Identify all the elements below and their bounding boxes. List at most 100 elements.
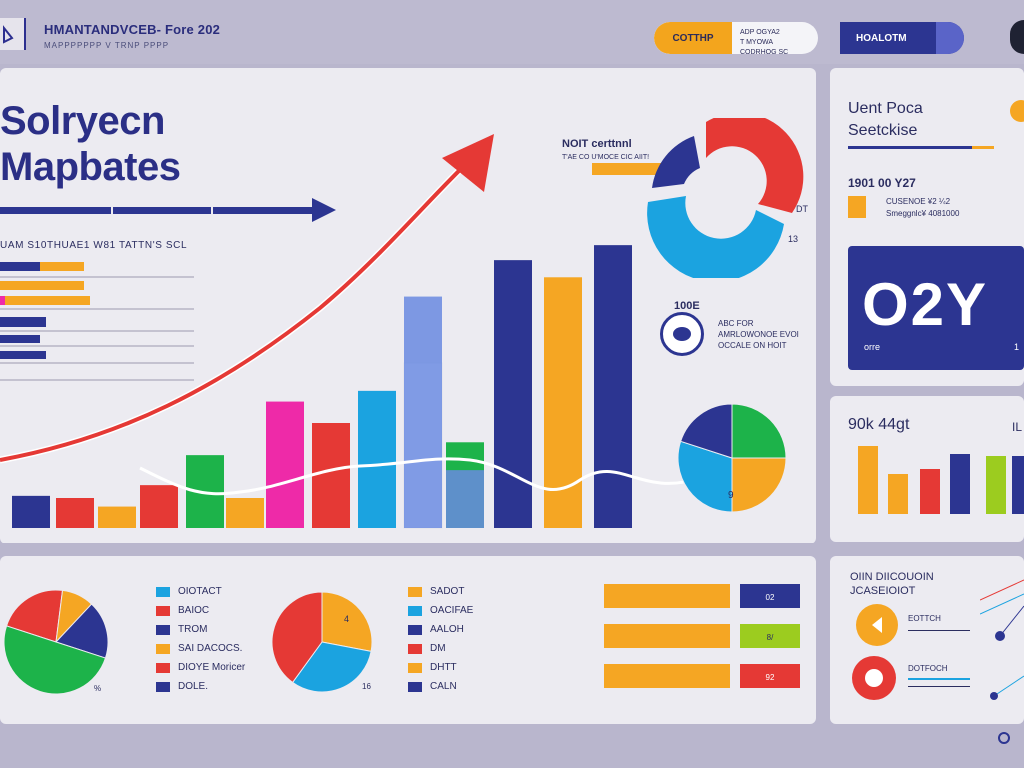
donut-value-2: 13 [788,234,798,244]
pie2-value: 4 [344,614,350,624]
right-bar-chart [858,446,1024,514]
legend-label: AALOH [430,624,464,635]
legend-item[interactable]: AALOH [408,624,464,635]
legend-label: SADOT [430,586,465,597]
app-subtitle: MAPPPPPPP V TRNP PPPP [44,41,170,50]
legend-item[interactable]: DHTT [408,662,457,673]
right-panel-title: Uent Poca Seetckise [848,100,923,139]
pie-slice [291,641,372,693]
legend-swatch [156,605,170,616]
mini-bar-list [0,262,194,381]
legend-swatch [408,681,422,692]
chart-bar [312,423,350,528]
h-bar [604,664,730,688]
legend-item[interactable]: OACIFAE [408,605,473,616]
legend-item[interactable]: SAI DACOCS. [156,643,242,654]
donut-subtitle: T'AE CO U'MOCE CIC AIIT! [562,154,650,161]
badge-title: 100E [674,300,700,312]
chart-bar [266,401,304,528]
badge-icon[interactable] [660,312,704,356]
legend-label: TROM [178,624,208,635]
pie-slice [5,589,64,643]
legend-swatch [156,586,170,597]
chart-bar [140,485,178,528]
donut-segment [647,196,784,278]
legend-swatch [408,643,422,654]
trend-line [0,157,473,464]
bar-panel-side: IL [1012,420,1023,434]
right-bar [950,454,970,514]
bottom-bar-list: 02 8/ 92 [604,584,800,688]
h-bar [604,624,730,648]
chart-bar [12,495,50,528]
right-sub-icon [848,196,866,218]
chart-bar [56,498,94,528]
chart-bar [544,277,582,528]
title-arrow-icon [0,198,336,222]
donut-segment [652,136,700,188]
stat-card[interactable]: O2Y orre 1 [848,246,1024,370]
legend-item[interactable]: CALN [408,681,457,692]
pie-center-value: 9 [728,490,734,501]
legend-item[interactable]: DIOYE Moricer [156,662,245,673]
network-graph [980,579,1024,700]
record-icon[interactable] [852,656,896,700]
item-2-line-2 [908,686,970,687]
trend-line [0,158,472,462]
main-title: Solryecn Mapbates [0,99,181,189]
pie-chart-bottom-1 [3,589,109,695]
legend-swatch [156,624,170,635]
mini-bar [40,262,84,271]
bottom-panel: % OIOTACT BAIOC TROM SAI DACOCS. DIOYE Moric… [0,556,816,724]
right-bar [858,446,878,514]
pie-slice [680,403,733,459]
legend-item[interactable]: DOLE. [156,681,208,692]
right-bar [1012,456,1024,514]
legend-item[interactable]: SADOT [408,586,464,597]
right-sub-text: CUSENOE ¥2 ¼2 Smeggnlc¥ 4081000 [886,197,960,218]
chart-bar-overlay [404,296,442,528]
top-pill: COTTHP ADP OGYA2 T MYOWA CODRHOG SC [654,22,818,54]
mini-bar [0,281,84,290]
nav-button[interactable]: HOALOTM [840,22,964,54]
right-sub-value: 1901 00 Y27 [848,176,916,190]
play-icon[interactable] [856,604,898,646]
pie-label-1: % [94,684,102,693]
wave-line [139,457,701,496]
right-title-underline [848,146,994,149]
legend-swatch [156,681,170,692]
pie-slice [3,625,107,695]
app-logo[interactable] [0,18,26,50]
legend-item[interactable]: OIOTACT [156,586,222,597]
legend-swatch [156,662,170,673]
chart-bar-overlay [446,470,484,528]
chart-bar [494,260,532,528]
nav-button-toggle[interactable] [936,22,964,54]
info-icon[interactable] [1010,100,1024,122]
footer-icon[interactable] [998,732,1010,744]
legend-item[interactable]: TROM [156,624,207,635]
item-2-line [908,678,970,680]
mini-bar [0,335,40,343]
legend-label: BAIOC [178,605,210,616]
legend-item[interactable]: DM [408,643,446,654]
pill-button[interactable]: COTTHP [654,22,732,54]
chart-bar [594,245,632,528]
legend-label: CALN [430,681,457,692]
chart-bar [226,498,264,528]
nav-button-label: HOALOTM [856,32,907,44]
section-label: UAM S10THUAE1 W81 TATTN'S SCL [0,240,188,251]
h-bar [604,584,730,608]
legend-label: DIOYE Moricer [178,662,246,673]
legend-item[interactable]: BAIOC [156,605,209,616]
user-avatar[interactable] [1010,20,1024,54]
mini-bar [0,262,40,271]
donut-segment [706,118,804,213]
legend-swatch [156,643,170,654]
pie-slice [271,591,323,684]
item-2-label: DOTFOCH [908,664,948,673]
donut-chart: DT 13 [592,118,808,278]
stat-caption: orre [864,342,881,352]
right-panel-middle: 90k 44gt IL [830,396,1024,542]
right-bar [920,469,940,514]
